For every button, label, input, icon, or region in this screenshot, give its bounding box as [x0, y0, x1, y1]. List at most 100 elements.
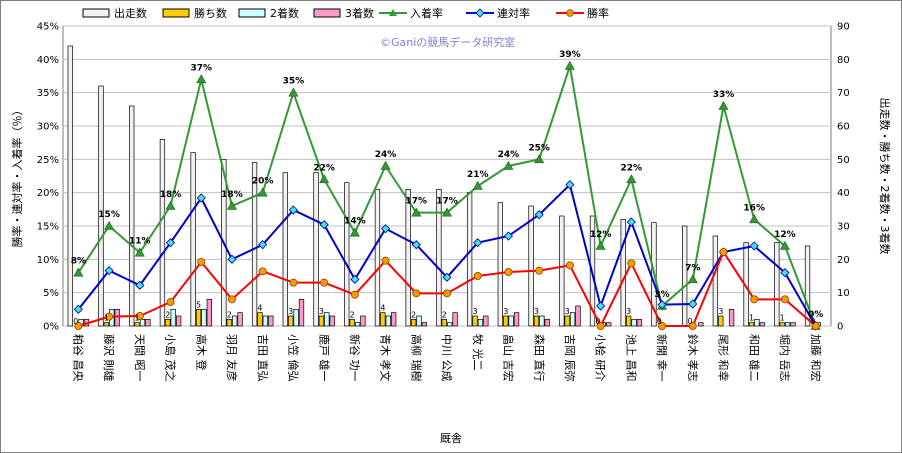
y-right-tick-label: 60 [837, 122, 850, 133]
marker-勝率 [504, 267, 513, 276]
marker-勝率 [197, 257, 206, 266]
placing-rate-label: 35% [283, 77, 305, 87]
marker-勝率 [658, 321, 667, 330]
marker-勝率 [258, 267, 267, 276]
y-right-tick-label: 30 [837, 222, 850, 233]
category-label: 和田 雄二 [747, 334, 761, 382]
win-count-label: 4 [380, 304, 385, 313]
legend-swatch-2着数 [238, 8, 266, 18]
category-label: 鈴木 孝志 [686, 334, 700, 382]
category-label: 高木 登 [194, 334, 208, 371]
placing-rate-label: 12% [774, 230, 796, 240]
marker-入着率 [257, 187, 268, 197]
legend-label: 入着率 [410, 6, 443, 20]
placing-rate-label: 8% [71, 257, 86, 267]
marker-連対率 [534, 210, 544, 220]
y-left-tick-label: 0% [43, 322, 59, 333]
bar-出走数 [129, 105, 135, 327]
placing-rate-label: 33% [713, 90, 735, 100]
marker-入着率 [441, 207, 453, 217]
bar-2着数 [508, 315, 514, 327]
bar-勝ち数 [257, 312, 263, 327]
bar-勝ち数 [503, 315, 509, 327]
category-label: 牧 光二 [471, 334, 485, 371]
marker-入着率 [718, 100, 729, 110]
win-count-label: 0 [595, 317, 600, 326]
placing-rate-label: 18% [221, 190, 243, 200]
y-right-tick-label: 80 [837, 55, 850, 66]
bar-勝ち数 [318, 315, 325, 327]
marker-勝率 [381, 256, 390, 265]
marker-勝率 [627, 259, 636, 268]
bar-3着数 [298, 298, 305, 327]
marker-勝率 [473, 271, 482, 280]
marker-連対率 [350, 274, 360, 284]
placing-rate-label: 37% [190, 63, 212, 73]
bar-2着数 [477, 318, 484, 327]
legend: 出走数 勝ち数 2着数 3着数 入着率 連対率 勝率 [82, 6, 609, 20]
placing-rate-label: 22% [621, 163, 643, 173]
bar-出走数 [159, 138, 166, 327]
category-label: 粕谷 昌央 [72, 334, 86, 382]
marker-入着率 [165, 200, 176, 210]
marker-連対率 [626, 217, 636, 227]
marker-連対率 [749, 241, 759, 251]
marker-連対率 [196, 193, 206, 203]
bar-勝ち数 [779, 322, 785, 327]
category-label: 畠山 吉宏 [502, 334, 516, 382]
bar-出走数 [682, 225, 688, 327]
marker-連対率 [565, 180, 575, 190]
bar-3着数 [728, 308, 735, 327]
bar-出走数 [804, 245, 811, 327]
y-left-tick-label: 30% [37, 122, 59, 133]
bar-出走数 [282, 172, 288, 327]
y-left-tick-label: 10% [37, 255, 59, 266]
category-label: 小桧 研介 [594, 334, 608, 382]
category-label: 小笠 倫弘 [287, 334, 301, 382]
win-count-label: 1 [104, 314, 109, 323]
marker-入着率 [503, 160, 514, 170]
placing-rate-label: 24% [375, 150, 397, 160]
marker-連対率 [380, 224, 391, 234]
watermark: ©Ganiの競馬データ研究室 [380, 35, 515, 49]
bar-2着数 [631, 318, 637, 327]
marker-勝率 [780, 295, 789, 304]
bar-勝ち数 [380, 312, 386, 327]
placing-rate-label: 24% [498, 150, 520, 160]
marker-勝率 [289, 278, 298, 287]
bar-勝ち数 [533, 315, 540, 327]
marker-連対率 [780, 268, 790, 278]
bar-出走数 [313, 172, 319, 327]
y-left-tick-label: 25% [37, 155, 59, 166]
win-count-label: 5 [196, 300, 201, 309]
marker-連対率 [165, 238, 176, 248]
win-count-label: 0 [688, 317, 693, 326]
y-left-tick-label: 15% [37, 222, 59, 233]
bar-2着数 [170, 308, 176, 327]
bar-2着数 [539, 315, 545, 327]
bar-3着数 [237, 312, 243, 327]
y-right-tick-label: 50 [837, 155, 850, 166]
bar-3着数 [268, 315, 274, 327]
category-label: 中川 公成 [440, 334, 453, 382]
bar-2着数 [754, 318, 760, 327]
bar-2着数 [139, 318, 146, 327]
placing-rate-label: 18% [160, 190, 182, 200]
legend-label: 勝ち数 [194, 6, 227, 20]
marker-勝率 [227, 295, 236, 304]
category-label: 吉岡 辰弥 [563, 334, 577, 382]
marker-入着率 [749, 214, 760, 224]
marker-連対率 [104, 266, 114, 276]
bar-2着数 [232, 315, 238, 327]
bar-勝ち数 [103, 322, 110, 327]
y-left-tick-label: 5% [43, 288, 59, 299]
y-left-tick-label: 35% [37, 88, 59, 99]
marker-入着率 [564, 60, 575, 70]
y-left-tick-label: 20% [37, 188, 59, 199]
bar-3着数 [421, 322, 428, 327]
marker-勝率 [565, 261, 574, 270]
placing-rate-label: 15% [98, 210, 120, 220]
win-count-label: 3 [718, 307, 723, 316]
bar-2着数 [385, 315, 391, 327]
marker-勝率 [320, 278, 329, 287]
